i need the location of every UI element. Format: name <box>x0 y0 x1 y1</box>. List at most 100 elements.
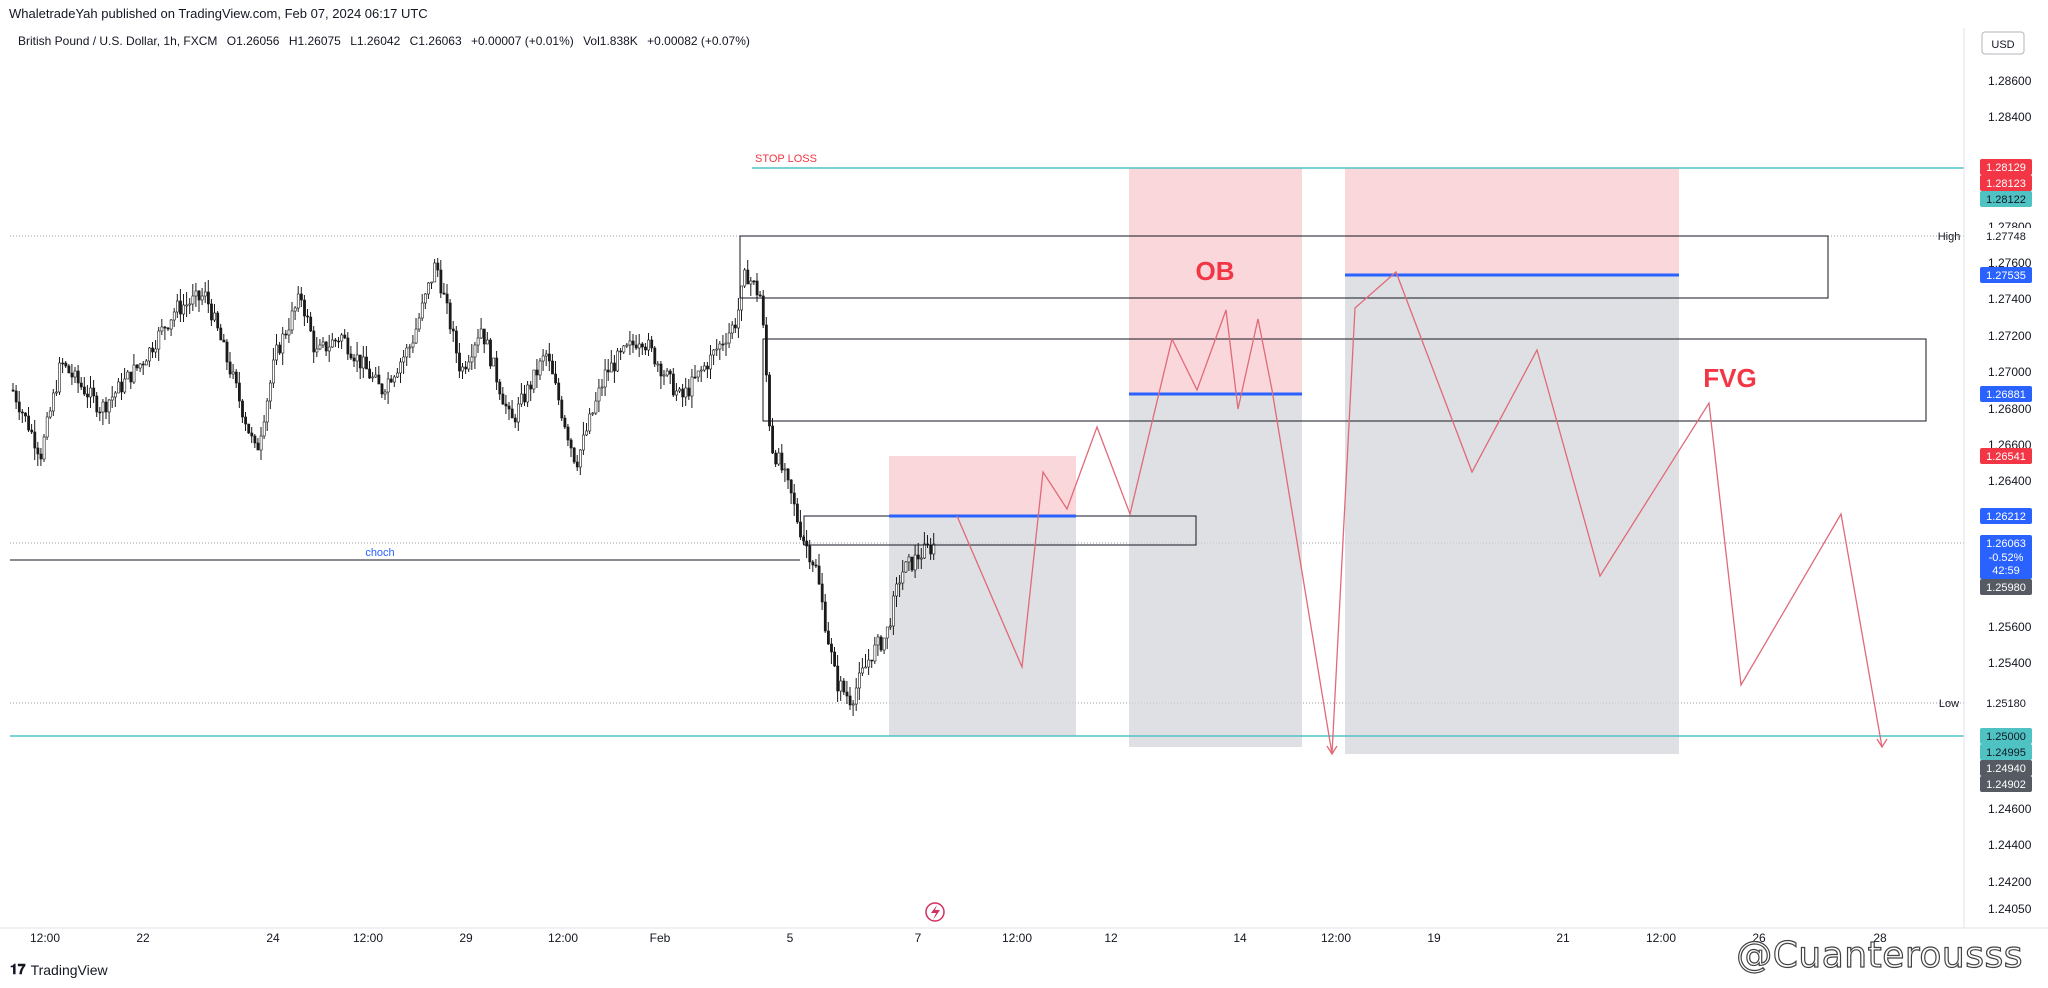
candle-body <box>699 369 703 372</box>
candle-body <box>200 295 204 301</box>
candle-body <box>557 382 561 401</box>
candle-body <box>389 378 393 383</box>
candle-body <box>374 374 378 378</box>
candle-body <box>107 399 111 413</box>
y-tick-label: 1.26800 <box>1988 402 2032 416</box>
zones-layer <box>889 168 1679 754</box>
candle-body <box>520 393 523 405</box>
candle-body <box>771 425 775 454</box>
candle-body <box>665 370 669 376</box>
candle-body <box>51 392 55 412</box>
arrow-head-icon <box>1876 738 1888 749</box>
candle-body <box>628 340 632 346</box>
candle-body <box>179 300 182 315</box>
candle-body <box>644 346 647 351</box>
candle-body <box>284 333 288 336</box>
candle-body <box>913 554 917 571</box>
drawings-layer[interactable]: choch STOP LOSS OB FVG <box>10 153 1964 922</box>
y-tick-label: 1.25600 <box>1988 620 2032 634</box>
candle-body <box>792 492 796 505</box>
candle-body <box>101 401 105 413</box>
candle-body <box>120 381 124 393</box>
candle-body <box>687 387 691 397</box>
candle-body <box>234 371 238 384</box>
price-badge-label: 1.26063 <box>1986 538 2026 550</box>
price-badge <box>1980 448 2032 464</box>
candle-body <box>154 348 158 353</box>
candle-body <box>640 343 644 348</box>
volume-change-value: +0.00082 (+0.07%) <box>647 34 750 48</box>
trade-zone <box>1129 394 1302 747</box>
tradingview-logo[interactable]: 𝟏𝟕 TradingView <box>10 961 108 978</box>
candle-body <box>67 365 71 374</box>
x-tick-label: 24 <box>266 931 280 945</box>
candle-body <box>296 293 300 309</box>
price-badge-label: 1.25180 <box>1986 698 2026 710</box>
candle-body <box>662 374 666 377</box>
candle-body <box>504 403 508 407</box>
candle-body <box>799 521 802 538</box>
candle-body <box>718 343 722 350</box>
candle-body <box>151 347 155 353</box>
candle-body <box>148 347 151 362</box>
candle-body <box>76 370 80 384</box>
candle-body <box>213 312 217 321</box>
time-axis[interactable]: 12:00 22 24 12:00 29 12:00 Feb 5 7 12:00 12 14 12:00… <box>0 927 2048 945</box>
candle-body <box>430 281 434 284</box>
candle-body <box>241 400 244 418</box>
candle-body <box>129 371 133 383</box>
candle-body <box>467 361 471 370</box>
candle-body <box>895 583 899 597</box>
candle-body <box>588 413 592 432</box>
candle-body <box>399 361 403 374</box>
trade-zone <box>889 516 1076 736</box>
price-badge-label: 1.26212 <box>1986 511 2026 523</box>
candle-body <box>479 328 483 339</box>
price-axis[interactable]: USD1.286001.284001.280001.278001.276001.… <box>1938 28 2032 928</box>
candle-body <box>650 339 654 349</box>
candle-body <box>513 417 517 423</box>
candle-body <box>737 309 740 329</box>
candle-body <box>622 345 626 353</box>
x-tick-label: 12 <box>1104 931 1118 945</box>
candle-body <box>299 293 303 301</box>
candle-body <box>290 310 294 331</box>
candle-body <box>919 557 923 560</box>
candle-body <box>910 556 914 571</box>
price-badge <box>1980 228 2032 244</box>
candle-body <box>318 344 322 350</box>
candle-body <box>702 365 706 371</box>
candle-body <box>262 421 266 437</box>
price-badge-label: 1.26881 <box>1986 389 2026 401</box>
candle-body <box>349 353 353 359</box>
candle-body <box>814 564 818 567</box>
candle-body <box>259 435 263 451</box>
candle-body <box>396 372 399 378</box>
price-badge <box>1980 728 2032 744</box>
candle-body <box>253 435 257 444</box>
candle-body <box>346 337 350 355</box>
change-value: +0.00007 (+0.01%) <box>471 34 574 48</box>
candle-body <box>817 565 821 585</box>
candle-body <box>594 400 598 414</box>
candle-body <box>876 636 880 646</box>
candle-body <box>532 369 536 390</box>
candle-body <box>414 328 418 344</box>
candle-body <box>613 362 616 372</box>
candle-body <box>470 356 474 363</box>
candle-body <box>417 317 421 330</box>
candle-body <box>55 391 58 394</box>
candle-body <box>117 381 120 394</box>
symbol-name[interactable]: British Pound / U.S. Dollar, 1h, FXCM <box>18 34 218 48</box>
candle-body <box>631 340 635 346</box>
candle-body <box>330 339 334 348</box>
candle-body <box>340 334 344 342</box>
candle-body <box>867 659 871 668</box>
candle-body <box>659 363 663 377</box>
candle-body <box>123 378 127 393</box>
candle-body <box>780 452 784 471</box>
price-badge <box>1980 776 2032 792</box>
candle-body <box>768 374 771 427</box>
candle-body <box>454 330 458 354</box>
